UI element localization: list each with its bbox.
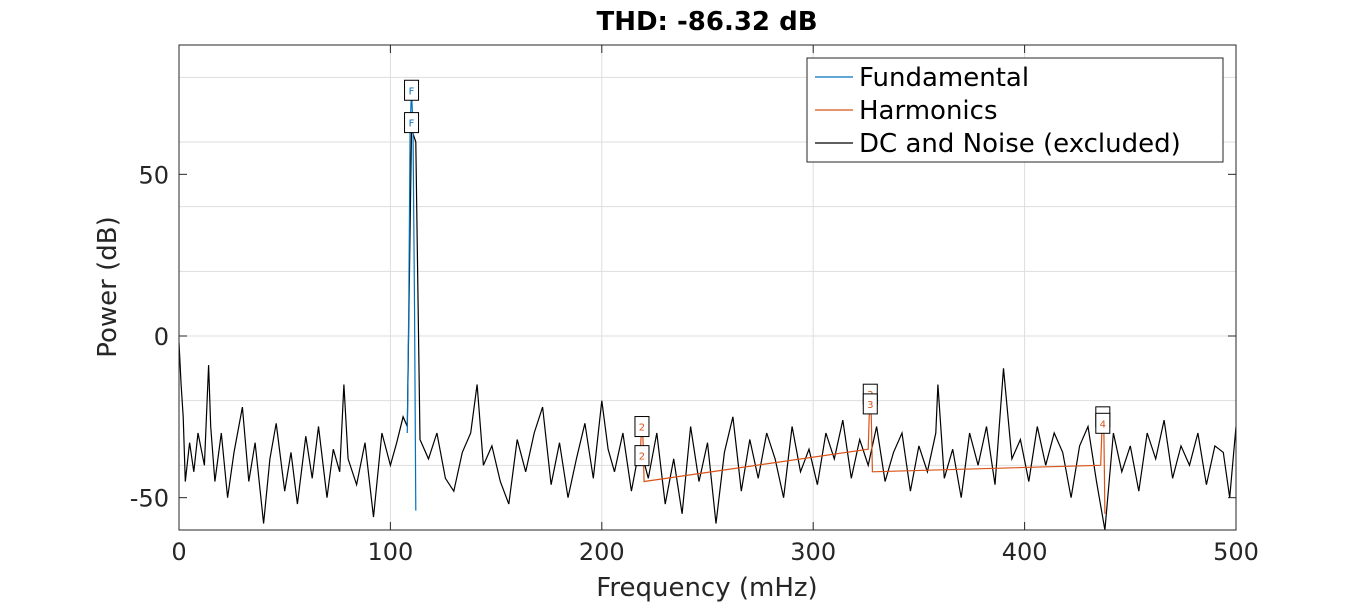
legend-box xyxy=(806,57,1224,163)
marker-box xyxy=(634,416,650,438)
marker-label: F xyxy=(409,119,415,130)
marker-label: F xyxy=(409,86,415,97)
marker-box xyxy=(634,445,650,467)
y-axis-label: Power (dB) xyxy=(93,216,123,358)
x-tick-label: 400 xyxy=(1002,538,1048,566)
y-tick-label: 0 xyxy=(154,323,169,351)
x-tick-label: 200 xyxy=(579,538,625,566)
x-tick-label: 300 xyxy=(790,538,836,566)
x-tick-label: 500 xyxy=(1213,538,1259,566)
x-tick-label: 100 xyxy=(367,538,413,566)
chart-title: THD: -86.32 dB xyxy=(596,7,817,37)
legend-entry-label: Harmonics xyxy=(859,96,998,126)
legend-entry-label: DC and Noise (excluded) xyxy=(859,129,1181,159)
x-axis-label: Frequency (mHz) xyxy=(596,573,817,603)
marker-box xyxy=(1095,412,1111,434)
legend-entry-label: Fundamental xyxy=(859,63,1029,93)
series-line-harmonics xyxy=(639,397,1106,514)
y-tick-label: 50 xyxy=(138,161,169,189)
marker-box xyxy=(404,79,420,101)
marker-label: 2 xyxy=(639,452,645,463)
marker-label: 3 xyxy=(867,400,873,411)
marker-box xyxy=(404,112,420,134)
marker-label: 2 xyxy=(639,423,645,434)
x-tick-label: 0 xyxy=(171,538,186,566)
series-line-dc-and-noise-excluded xyxy=(179,128,1236,530)
marker-label: 4 xyxy=(1100,419,1106,430)
marker-box xyxy=(862,393,878,415)
y-tick-label: -50 xyxy=(130,485,169,513)
plot-area: FF223344 xyxy=(179,79,1236,530)
axes-box xyxy=(178,44,1237,531)
